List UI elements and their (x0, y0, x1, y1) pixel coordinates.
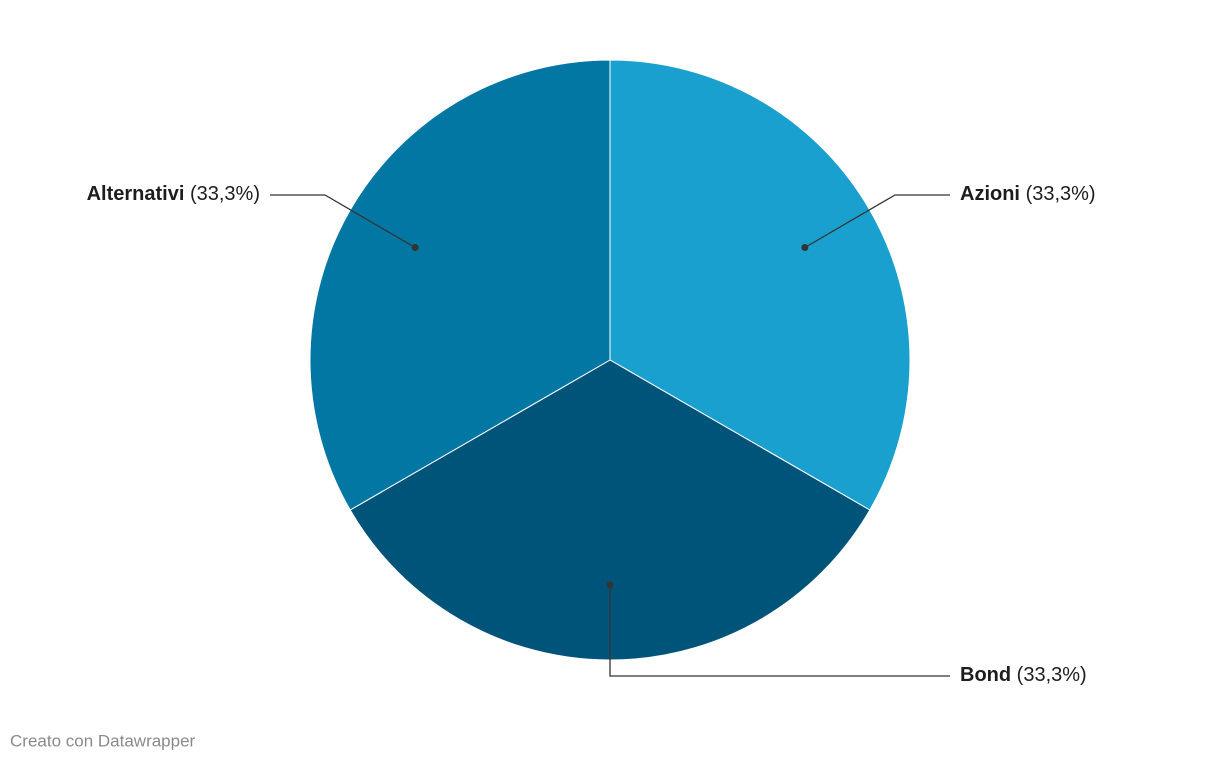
leader-line (270, 194, 416, 249)
leader-dot (411, 244, 419, 251)
leader-line (804, 194, 950, 249)
slice-value: (33,3%) (190, 183, 260, 205)
slice-label: Azioni (33,3%) (960, 183, 1096, 205)
slice-name: Azioni (960, 183, 1020, 205)
slice-value: (33,3%) (1017, 664, 1087, 686)
footer: Creato con Datawrapper (10, 731, 196, 750)
slice-value: (33,3%) (1026, 183, 1096, 205)
slice-name: Alternativi (87, 183, 185, 205)
leader-dot (801, 244, 809, 251)
slice-label: Alternativi (33,3%) (87, 183, 260, 205)
slice-name: Bond (960, 664, 1011, 686)
leader-dot (606, 581, 614, 589)
leader-line (609, 585, 950, 677)
slice-label: Bond (33,3%) (960, 664, 1087, 686)
